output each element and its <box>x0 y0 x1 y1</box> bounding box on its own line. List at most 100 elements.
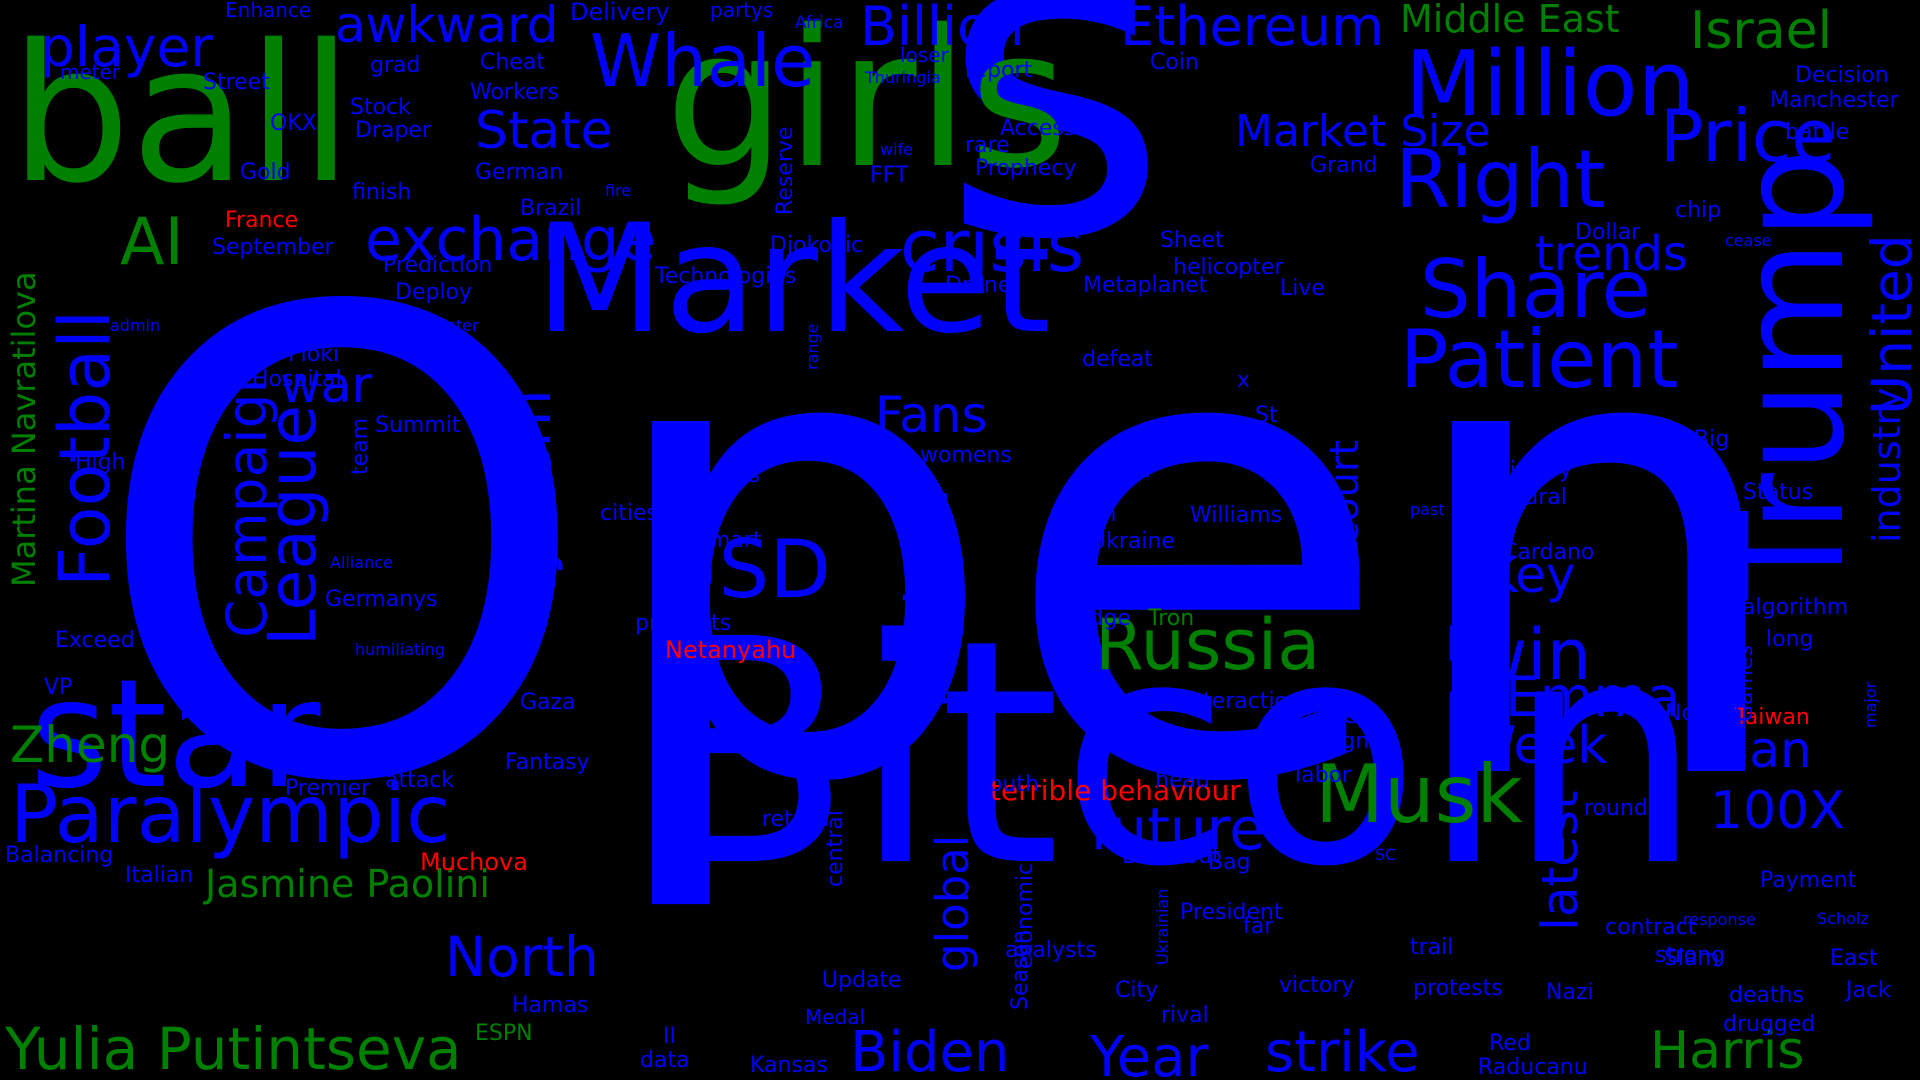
word-hamas-187: Hamas <box>512 993 589 1018</box>
word-espn-191: ESPN <box>475 1021 533 1046</box>
word-jasmine-paolini-46: Jasmine Paolini <box>205 862 490 906</box>
word-exchange-18: exchange <box>365 205 657 275</box>
word-harris-43: Harris <box>1650 1021 1805 1080</box>
word-market-5: Market <box>535 193 1051 367</box>
word-jack-186: Jack <box>1846 978 1891 1003</box>
word-team-118: team <box>348 417 373 475</box>
word-high-117: High <box>75 450 126 475</box>
word-strike-42: strike <box>1265 1020 1420 1080</box>
word-star-6: star <box>30 648 321 822</box>
word-attack-151: attack <box>385 768 455 793</box>
word-response-172: response <box>1683 910 1756 929</box>
word-court-32: court <box>1322 440 1368 544</box>
word-djokovic-98: Djokovic <box>770 233 864 258</box>
word-live-107: Live <box>1280 276 1325 301</box>
word-premier-154: Premier <box>285 776 371 801</box>
word-far-170: far <box>1243 914 1274 939</box>
word-whale-13: Whale <box>590 19 816 103</box>
word-france-58: France <box>225 208 299 233</box>
word-south-155: South <box>975 772 1039 797</box>
word-elon-127: Elon <box>1069 502 1117 527</box>
word-ftc-97: FTC <box>633 240 652 270</box>
word-afd-130: AfD <box>1702 513 1741 538</box>
word-state-53: State <box>475 101 613 161</box>
word-patient-15: Patient <box>1400 313 1679 406</box>
word-meter-67: meter <box>60 60 121 84</box>
word-cheat-69: Cheat <box>480 50 545 75</box>
word-thuringia-73: Thuringia <box>865 68 941 87</box>
word-awkward-52: awkward <box>335 0 559 54</box>
word-september-96: September <box>212 235 334 260</box>
word-global-28: global <box>926 835 979 973</box>
word-st-116: St <box>1255 403 1278 428</box>
word-grad-68: grad <box>370 53 421 78</box>
word-contract-171: contract <box>1605 915 1697 940</box>
word-report-74: report <box>965 58 1033 83</box>
word-decision-76: Decision <box>1795 63 1889 88</box>
word-industry-30: industry <box>1865 387 1909 544</box>
word-ukraine-132: Ukraine <box>1090 529 1175 554</box>
word-rival-189: rival <box>1161 1003 1209 1028</box>
word-dollar-95: Dollar <box>1575 220 1641 245</box>
word-price-16: Price <box>1660 94 1836 178</box>
word-helicopter-103: helicopter <box>1173 255 1284 280</box>
word-bitcoin-2: Bitcoin <box>640 574 1704 935</box>
word-trump-7: Trump <box>1708 147 1877 600</box>
word-partys-65: partys <box>710 0 774 22</box>
word-victory-183: victory <box>1279 973 1355 998</box>
word-fire-93: fire <box>605 181 632 200</box>
word-sc-161: SC <box>1375 845 1397 864</box>
word-balancing-167: Balancing <box>5 843 114 868</box>
word-east-177: East <box>1830 946 1878 971</box>
word-cardano-133: Cardano <box>1502 540 1595 565</box>
word-raducanu-196: Raducanu <box>1478 1055 1588 1080</box>
word-data-194: data <box>640 1048 690 1073</box>
word-x-114: x <box>1237 368 1251 393</box>
word-usd-19: USD <box>660 523 831 616</box>
word-round-157: round <box>1584 796 1648 821</box>
word-williams-128: Williams <box>1190 503 1283 528</box>
word-reserve-91: Reserve <box>773 127 798 216</box>
word-slam-178: Slam <box>1664 946 1719 971</box>
word-exceed-141: Exceed <box>55 628 135 653</box>
word-player-51: player <box>40 15 213 79</box>
word-metaplanet-106: Metaplanet <box>1083 273 1208 298</box>
word-summit-115: Summit <box>375 413 461 438</box>
word-minister-109: minister <box>413 316 479 335</box>
word-middle-east-50: Middle East <box>1400 0 1620 41</box>
word-loser-72: loser <box>900 43 949 67</box>
word-judge-136: Judge <box>1069 606 1131 631</box>
word-gold-84: Gold <box>240 160 291 185</box>
word-range-110: range <box>803 323 822 370</box>
word-german-86: German <box>475 160 564 185</box>
word-russia-21: Russia <box>1095 604 1321 686</box>
word-musk-20: Musk <box>1315 748 1523 841</box>
word-share-14: Share <box>1420 243 1651 336</box>
word-strong-181: strong <box>1655 943 1726 968</box>
word-ethereum-12: Ethereum <box>1120 0 1384 58</box>
word-delivery-64: Delivery <box>570 0 670 26</box>
word-products-139: products <box>635 611 732 636</box>
word-floki-111: Floki <box>288 342 340 367</box>
word-future-39: future <box>1090 795 1265 863</box>
word-emma-34: Emma <box>1505 665 1681 729</box>
word-vp-144: VP <box>44 675 73 700</box>
word-ukrainian-166: Ukrainian <box>1153 888 1172 966</box>
word-medal-188: Medal <box>805 1005 866 1029</box>
word-war-56: war <box>280 356 373 414</box>
word-interaction-145: interaction <box>1183 689 1302 714</box>
word-red-193: Red <box>1489 1031 1531 1056</box>
word-year-41: Year <box>1090 1025 1209 1080</box>
word-panel-122: panel <box>1090 458 1152 483</box>
word-trends-55: trends <box>1535 226 1688 282</box>
word-fund-152: Fund <box>655 750 709 775</box>
word-bag-164: Bag <box>1208 850 1251 875</box>
word-win-33: win <box>1470 614 1592 696</box>
word-ai-48: AI <box>120 205 184 280</box>
word-long-142: long <box>1766 627 1814 652</box>
word-rare-82: rare <box>965 133 1010 158</box>
word-labor-153: labor <box>1295 763 1352 788</box>
word-stock-78: Stock <box>350 95 411 120</box>
word-campaign-25: Campaign <box>215 358 279 638</box>
